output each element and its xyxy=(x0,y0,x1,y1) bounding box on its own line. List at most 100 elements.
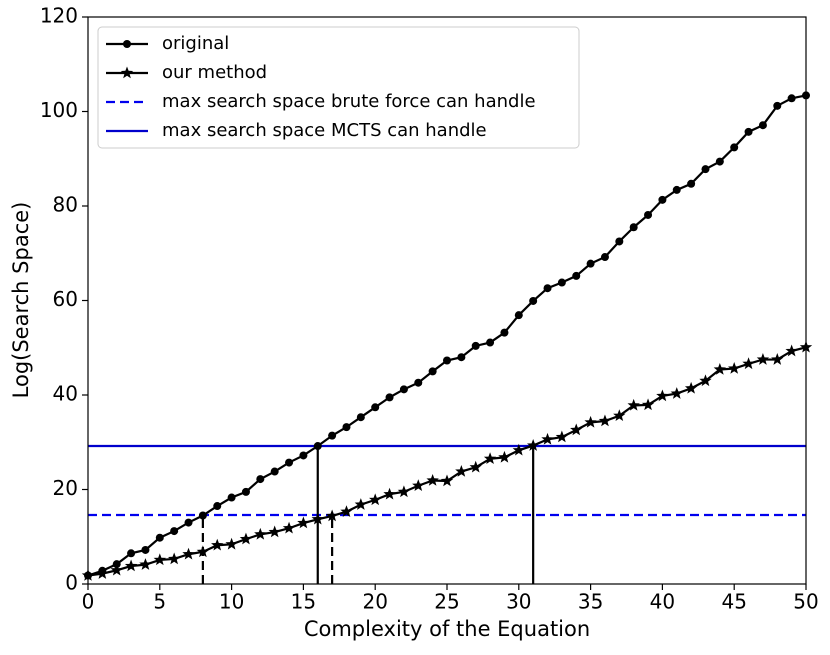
marker xyxy=(213,502,222,511)
marker xyxy=(600,253,609,262)
marker xyxy=(641,398,655,411)
marker xyxy=(369,493,382,506)
legend: original our method max search space brute… xyxy=(97,26,580,149)
marker xyxy=(354,498,368,510)
marker xyxy=(268,525,281,538)
x-tick-label: 10 xyxy=(219,590,244,614)
marker xyxy=(584,415,597,428)
marker xyxy=(471,341,480,350)
marker xyxy=(758,121,767,130)
marker xyxy=(701,165,710,174)
x-tick-label: 15 xyxy=(291,590,316,614)
marker xyxy=(120,66,134,79)
marker xyxy=(684,381,698,394)
marker xyxy=(555,430,569,443)
marker xyxy=(457,353,466,362)
marker xyxy=(570,423,583,436)
marker xyxy=(127,549,136,558)
marker xyxy=(170,527,179,536)
marker xyxy=(687,179,696,188)
x-tick-label: 40 xyxy=(650,590,675,614)
marker xyxy=(241,487,250,496)
y-tick-label: 100 xyxy=(40,98,78,122)
y-axis-label: Log(Search Space) xyxy=(9,202,33,399)
marker xyxy=(644,210,653,219)
marker xyxy=(572,271,581,280)
x-tick-label: 25 xyxy=(434,590,459,614)
marker xyxy=(512,443,525,456)
marker xyxy=(96,567,109,579)
marker xyxy=(196,545,210,558)
marker xyxy=(383,487,396,500)
legend-label: max search space MCTS can handle xyxy=(162,120,487,141)
marker xyxy=(141,545,150,554)
marker xyxy=(139,558,152,570)
marker xyxy=(227,493,236,502)
marker xyxy=(498,450,511,463)
marker xyxy=(486,338,495,347)
marker xyxy=(557,278,566,287)
marker xyxy=(744,127,753,136)
marker xyxy=(428,367,437,376)
marker xyxy=(730,143,739,152)
marker xyxy=(412,479,425,491)
marker xyxy=(313,442,322,451)
marker xyxy=(598,414,612,427)
marker xyxy=(414,378,423,387)
marker xyxy=(586,259,595,268)
y-tick-label: 120 xyxy=(40,4,78,28)
marker xyxy=(426,474,439,486)
x-tick-label: 50 xyxy=(793,590,818,614)
marker xyxy=(371,403,380,412)
marker xyxy=(514,311,523,320)
marker xyxy=(153,553,166,566)
x-tick-label: 35 xyxy=(578,590,603,614)
legend-box xyxy=(97,26,580,149)
marker xyxy=(299,451,308,460)
marker xyxy=(771,353,784,365)
y-tick-label: 60 xyxy=(53,287,78,311)
marker xyxy=(728,362,741,374)
marker xyxy=(124,559,138,572)
marker xyxy=(529,296,538,305)
marker xyxy=(742,357,755,370)
y-tick-label: 0 xyxy=(65,571,78,595)
marker xyxy=(270,467,279,476)
marker xyxy=(443,356,451,365)
marker xyxy=(500,328,509,337)
marker xyxy=(167,552,181,565)
marker xyxy=(787,94,796,103)
marker xyxy=(198,511,207,520)
marker xyxy=(397,485,411,498)
marker xyxy=(455,465,468,477)
marker xyxy=(672,185,681,194)
marker xyxy=(656,389,669,402)
marker xyxy=(715,157,724,166)
marker xyxy=(756,353,770,365)
x-tick-label: 20 xyxy=(362,590,387,614)
marker xyxy=(256,475,265,484)
marker xyxy=(526,439,540,451)
marker xyxy=(356,413,365,422)
marker xyxy=(123,40,131,48)
marker xyxy=(629,223,638,232)
marker xyxy=(541,432,554,445)
x-tick-label: 45 xyxy=(721,590,746,614)
marker xyxy=(613,409,626,422)
legend-label: our method xyxy=(162,62,267,83)
marker xyxy=(385,393,394,402)
marker xyxy=(239,532,253,545)
marker xyxy=(627,398,640,411)
marker xyxy=(325,509,339,522)
marker xyxy=(342,423,351,432)
marker xyxy=(483,452,497,465)
marker xyxy=(225,537,238,550)
marker xyxy=(297,516,310,529)
plot-frame xyxy=(87,16,807,585)
legend-label: original xyxy=(162,33,229,54)
marker xyxy=(469,460,482,473)
marker xyxy=(615,237,624,246)
x-tick-label: 5 xyxy=(153,590,166,614)
marker xyxy=(184,518,193,527)
